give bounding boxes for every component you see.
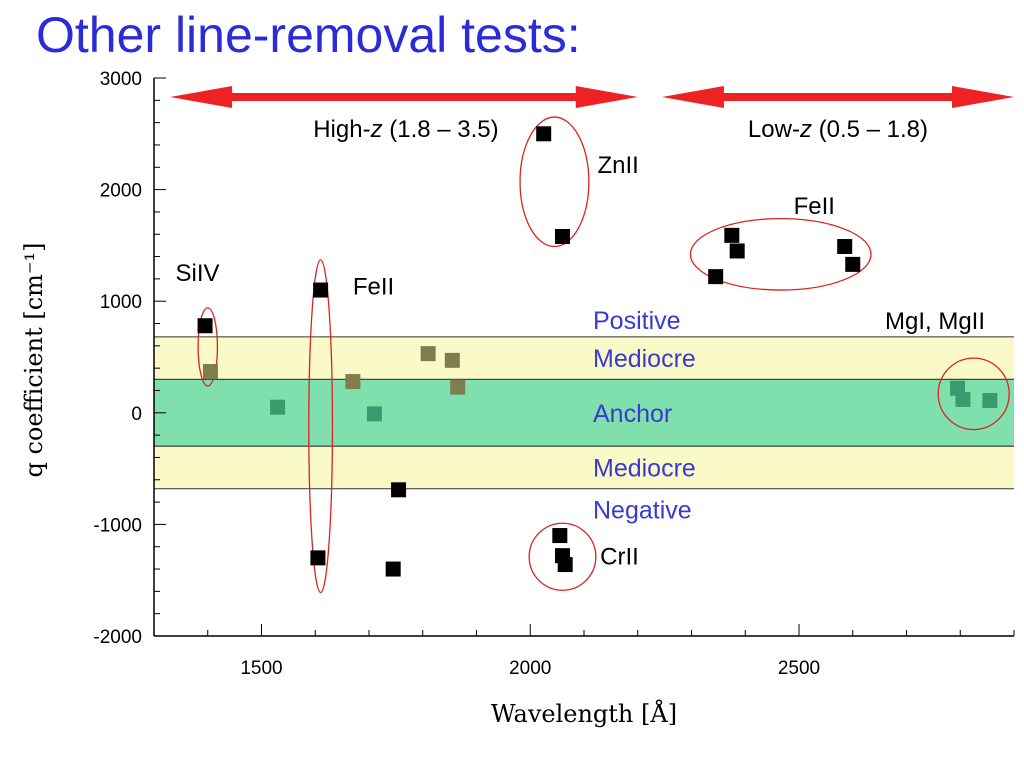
group-label-1: FeII: [353, 274, 394, 301]
y-tick-label: -2000: [93, 627, 142, 648]
range-label-0: High-z (1.8 – 3.5): [313, 116, 498, 143]
data-point-s1-4: [982, 393, 997, 408]
band-label-1: Mediocre: [593, 345, 696, 373]
data-point-s0-0: [198, 318, 213, 333]
data-point-s0-6: [555, 229, 570, 244]
y-axis-title: q coefficient [cm⁻¹]: [20, 242, 48, 477]
group-label-5: MgI, MgII: [885, 308, 985, 335]
data-point-s0-10: [708, 269, 723, 284]
data-point-s2-3: [445, 353, 460, 368]
data-point-s1-3: [955, 392, 970, 407]
data-point-s0-5: [536, 126, 551, 141]
data-point-s0-13: [837, 239, 852, 254]
band-label-0: Positive: [593, 307, 681, 335]
band-label-3: Mediocre: [593, 454, 696, 482]
band-3-fill: [154, 446, 1014, 488]
group-label-0: SiIV: [176, 260, 220, 287]
range-label-suffix: (1.8 – 3.5): [383, 116, 499, 143]
y-tick-label: 2000: [100, 181, 142, 202]
data-point-s0-3: [386, 562, 401, 577]
y-tick-label: 3000: [100, 69, 142, 90]
x-axis-title: Wavelength [Å]: [491, 699, 677, 728]
y-tick-label: -1000: [93, 515, 142, 536]
band-1-fill: [154, 337, 1014, 379]
x-tick-label: 2000: [509, 658, 551, 679]
data-point-s0-9: [558, 557, 573, 572]
group-label-3: FeII: [794, 193, 835, 220]
band-label-2: Anchor: [593, 400, 672, 428]
data-point-s1-1: [367, 406, 382, 421]
range-label-suffix: (0.5 – 1.8): [812, 116, 928, 143]
data-point-s1-0: [270, 400, 285, 415]
range-label-variable: z: [799, 116, 812, 143]
band-label-4: Negative: [593, 497, 692, 525]
data-point-s0-11: [724, 228, 739, 243]
y-tick-label: 1000: [100, 292, 142, 313]
range-label-variable: z: [370, 116, 383, 143]
x-tick-label: 2500: [778, 658, 820, 679]
data-point-s0-1: [313, 283, 328, 298]
data-point-s0-7: [552, 528, 567, 543]
data-point-s2-0: [203, 364, 218, 379]
data-point-s0-14: [845, 257, 860, 272]
range-label-1: Low-z (0.5 – 1.8): [748, 116, 928, 143]
x-tick-label: 1500: [240, 658, 282, 679]
range-label-prefix: High-: [313, 116, 370, 143]
data-point-s0-2: [310, 550, 325, 565]
group-label-2: ZnII: [597, 152, 638, 179]
group-label-4: CrII: [600, 544, 639, 571]
range-label-prefix: Low-: [748, 116, 800, 143]
data-point-s2-1: [345, 374, 360, 389]
y-tick-label: 0: [131, 404, 142, 425]
data-point-s0-12: [730, 243, 745, 258]
data-point-s2-4: [450, 380, 465, 395]
data-point-s0-4: [391, 482, 406, 497]
data-point-s2-2: [421, 346, 436, 361]
